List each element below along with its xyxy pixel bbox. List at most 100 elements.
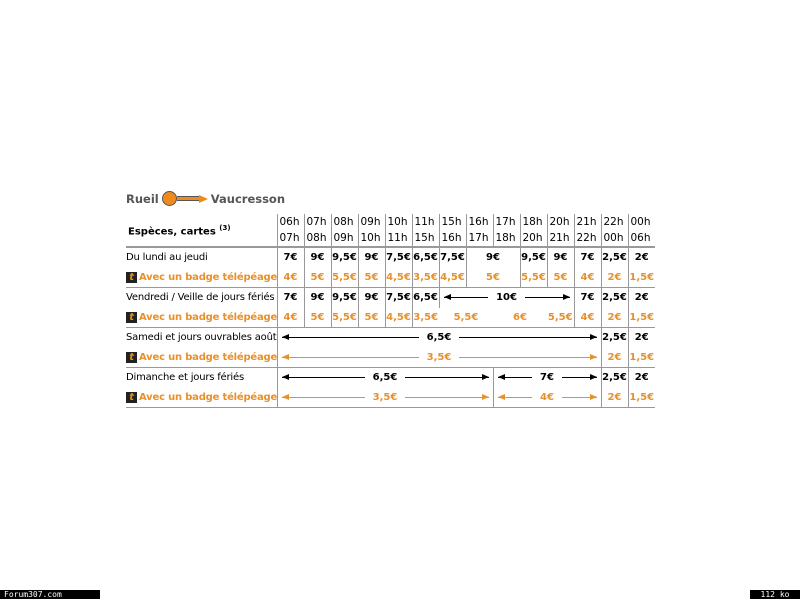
price-cell: 9€ bbox=[357, 247, 385, 268]
telepeage-badge-icon: t bbox=[126, 351, 137, 363]
price-cell: 3,5€ bbox=[276, 387, 493, 408]
row-label: Du lundi au jeudi bbox=[126, 252, 208, 264]
price-cell: 9,5€ bbox=[330, 287, 358, 308]
hour-column-header: 09h 10h bbox=[357, 214, 385, 248]
price-cell: 1,5€ bbox=[627, 307, 655, 328]
route-title: Rueil Vaucresson bbox=[126, 191, 285, 206]
route-to: Vaucresson bbox=[210, 191, 286, 206]
price-cell: 9,5€ bbox=[330, 247, 358, 268]
hour-column-header: 22h 00h bbox=[600, 214, 628, 248]
price-cell: 7€ bbox=[573, 247, 601, 268]
price-cell: 2,5€ bbox=[600, 367, 628, 388]
price-cell: 4,5€ bbox=[384, 267, 412, 288]
telepeage-badge-icon: t bbox=[126, 271, 137, 283]
price-cell: 10€ bbox=[438, 287, 574, 308]
hour-column-header: 08h 09h bbox=[330, 214, 358, 248]
price-cell: 3,5€ bbox=[411, 267, 439, 288]
row-label: Samedi et jours ouvrables août bbox=[126, 332, 277, 344]
table-row: Samedi et jours ouvrables août 6,5€ 2,5€ 2€ bbox=[126, 327, 682, 348]
price-cell: 7,5€ bbox=[384, 247, 412, 268]
price-cell: 5,5€ bbox=[330, 267, 358, 288]
hour-column-header: 20h 21h bbox=[546, 214, 574, 248]
price-cell: 4€ bbox=[276, 267, 304, 288]
price-cell: 4,5€ bbox=[384, 307, 412, 328]
price-cell: 5€ bbox=[303, 307, 331, 328]
price-cell: 2,5€ bbox=[600, 287, 628, 308]
hour-column-header: 11h 15h bbox=[411, 214, 439, 248]
price-cell: 2€ bbox=[600, 347, 628, 368]
footer-size: 112 ko bbox=[750, 590, 800, 599]
hour-column-header: 07h 08h bbox=[303, 214, 331, 248]
price-cell: 2€ bbox=[600, 307, 628, 328]
price-cell: 7,5€ bbox=[438, 247, 466, 268]
price-cell: 5,5€ bbox=[519, 267, 547, 288]
price-cell: 4€ bbox=[573, 267, 601, 288]
price-cell: 5,5€ bbox=[547, 307, 574, 328]
footer-site: Forum307.com bbox=[0, 590, 100, 599]
price-cell: 4,5€ bbox=[438, 267, 466, 288]
price-cell: 5,5€ bbox=[330, 307, 358, 328]
telepeage-badge-icon: t bbox=[126, 391, 137, 403]
hour-column-header: 18h 20h bbox=[519, 214, 547, 248]
price-cell: 9€ bbox=[546, 247, 574, 268]
price-cell: 1,5€ bbox=[627, 387, 655, 408]
price-cell: 9€ bbox=[465, 247, 520, 268]
hour-column-header: 17h 18h bbox=[492, 214, 520, 248]
table-row: Vendredi / Veille de jours fériés 7€ 9€ 9,5… bbox=[126, 287, 682, 308]
price-cell: 7€ bbox=[573, 287, 601, 308]
price-cell: 7,5€ bbox=[384, 287, 412, 308]
hour-column-header: 00h 06h bbox=[627, 214, 655, 248]
hour-column-header: 21h 22h bbox=[573, 214, 601, 248]
row-label: Dimanche et jours fériés bbox=[126, 372, 244, 384]
price-cell: 9€ bbox=[357, 287, 385, 308]
price-cell: 7€ bbox=[492, 367, 601, 388]
price-cell: 9€ bbox=[303, 287, 331, 308]
hour-column-header: 15h 16h bbox=[438, 214, 466, 248]
price-cell: 6,5€ bbox=[411, 247, 439, 268]
price-cell: 3,5€ bbox=[276, 347, 601, 368]
price-cell: 7€ bbox=[276, 287, 304, 308]
price-cell: 5,5€ bbox=[439, 307, 493, 328]
price-cell: 2€ bbox=[600, 267, 628, 288]
table-row: Dimanche et jours fériés 6,5€ 7€ 2,5€ 2€ bbox=[126, 367, 682, 388]
price-cell: 5€ bbox=[303, 267, 331, 288]
price-cell: 2€ bbox=[627, 247, 655, 268]
header-label: Espèces, cartes (3) bbox=[126, 214, 277, 248]
price-cell: 5€ bbox=[357, 267, 385, 288]
table-row: Du lundi au jeudi 7€ 9€ 9,5€ 9€ 7,5€ 6,5€ 7,5€ 9… bbox=[126, 247, 682, 268]
price-cell: 6,5€ bbox=[276, 367, 493, 388]
row-label: Vendredi / Veille de jours fériés bbox=[126, 292, 275, 304]
price-cell: 1,5€ bbox=[627, 267, 655, 288]
price-cell: 2€ bbox=[600, 387, 628, 408]
price-cell: 2,5€ bbox=[600, 327, 628, 348]
price-cell: 7€ bbox=[276, 247, 304, 268]
price-cell: 6€ bbox=[493, 307, 547, 328]
price-cell: 2€ bbox=[627, 367, 655, 388]
price-cell: 5€ bbox=[546, 267, 574, 288]
telepeage-badge-icon: t bbox=[126, 311, 137, 323]
price-cell: 6,5€ bbox=[411, 287, 439, 308]
hour-column-header: 10h 11h bbox=[384, 214, 412, 248]
toll-table: Espèces, cartes (3) 06h 07h 07h 08h 08h 09h 09h… bbox=[126, 214, 682, 408]
price-cell: 3,5€ bbox=[411, 307, 439, 328]
price-cell: 9,5€ bbox=[519, 247, 547, 268]
price-cell: 1,5€ bbox=[627, 347, 655, 368]
hour-column-header: 06h 07h bbox=[276, 214, 304, 248]
price-cell: 2€ bbox=[627, 287, 655, 308]
price-cell: 4€ bbox=[573, 307, 601, 328]
price-cell: 4€ bbox=[276, 307, 304, 328]
price-cell: 4€ bbox=[492, 387, 601, 408]
route-arrow-icon bbox=[161, 191, 208, 206]
price-cell: 9€ bbox=[303, 247, 331, 268]
price-cell: 5€ bbox=[465, 267, 520, 288]
price-cell: 2€ bbox=[627, 327, 655, 348]
price-cell: 5€ bbox=[357, 307, 385, 328]
